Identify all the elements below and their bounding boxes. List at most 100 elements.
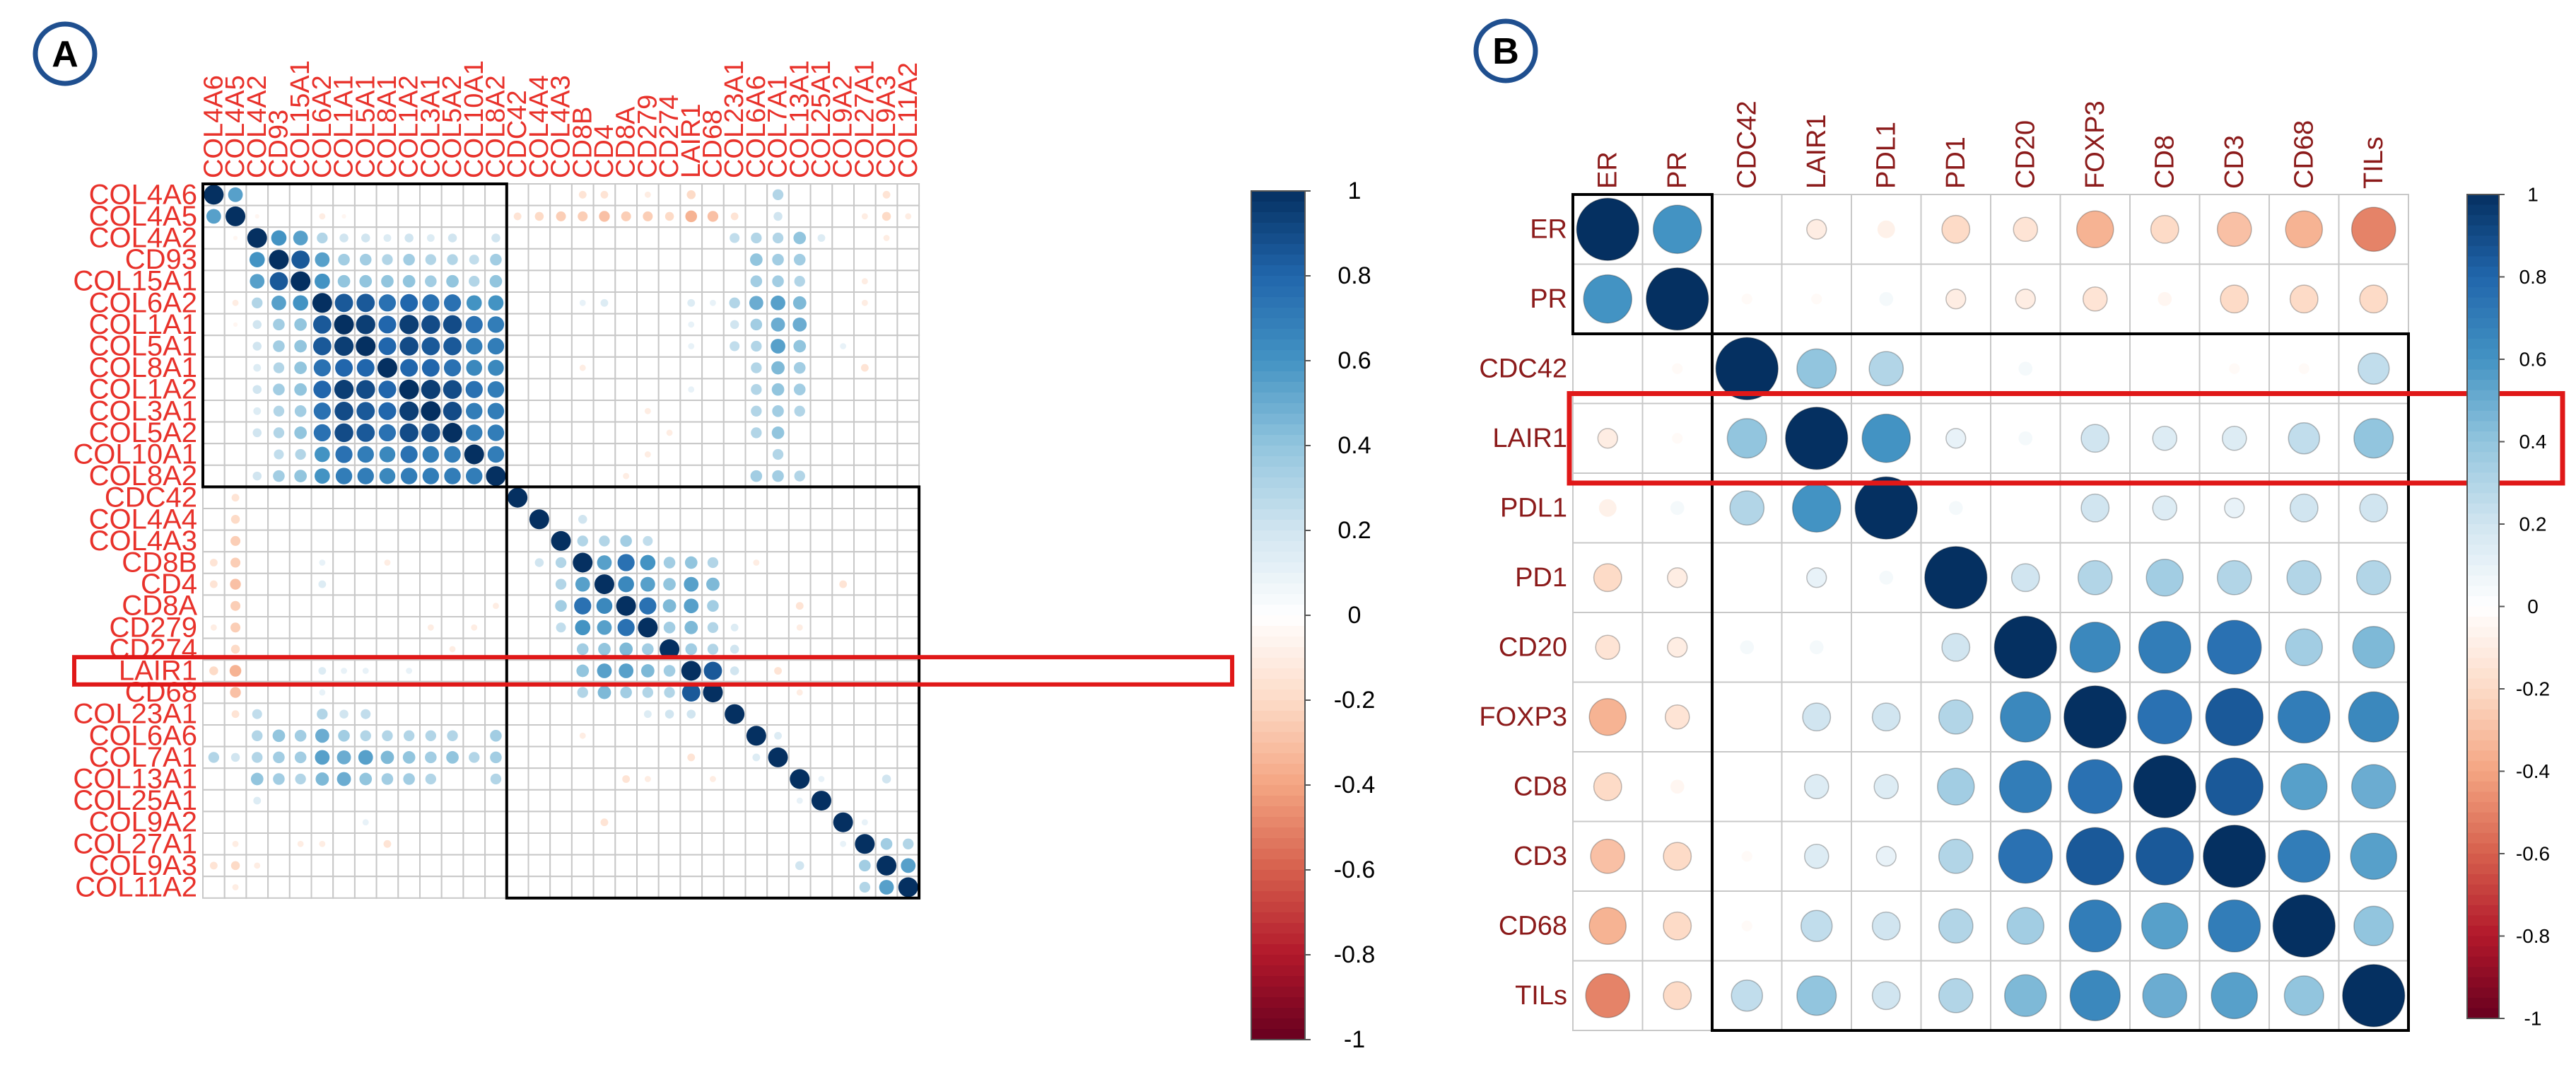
cell-col4a4-col25a1 [809,508,833,531]
cell-cd8a-col4a2 [245,594,269,618]
row-label-pd1: PD1 [1515,563,1567,593]
col-label-col23a1: COL23A1 [720,60,749,178]
corr-col4a2-col23a1 [730,233,740,243]
corr-col4a6-cd279 [644,191,651,198]
corr-cd3-cd8 [2135,827,2194,886]
corr-cd8b-col8a1 [384,559,391,566]
cell-col3a1-cd274 [657,400,681,423]
cell-col9a2-col3a1 [419,810,443,835]
corr-tils-pdl1 [1871,981,1901,1011]
corr-col8a2-col3a1 [422,467,440,484]
colorbar-segment [1251,329,1305,340]
cell-col4a4-col27a1 [853,508,877,531]
corr-col8a2-cd93 [273,470,285,482]
cell-col10a1-cd68 [701,443,725,466]
colorbar-label: 0.2 [1337,517,1371,544]
colorbar-segment [1251,658,1305,669]
cell-cdc42-col3a1 [419,486,443,510]
cell-col4a5-col15a1 [288,204,312,228]
cell-col6a6-col4a5 [223,724,247,748]
cell-col25a1-col3a1 [419,789,443,813]
cell-col7a1-col11a2 [896,745,920,769]
cell-col4a3-cd68 [701,529,725,553]
colorbar-segment [2467,595,2499,608]
cell-cd279-col6a6 [744,616,768,639]
corr-col4a5-cd274 [665,211,674,221]
row-label-col4a6: COL4A6 [89,179,197,210]
cell-col23a1-col9a2 [831,702,855,726]
colorbar-segment [2467,895,2499,906]
colorbar-segment [2467,802,2499,813]
cell-col23a1-col1a2 [397,702,421,726]
corr-col8a1-col6a6 [751,362,762,373]
cell-cd8a-col1a2 [397,594,421,618]
colorbar-segment [2467,545,2499,556]
cell-col8a1-cd274 [657,356,681,380]
cell-col10a1-col13a1 [788,443,812,466]
cell-col5a1-col9a3 [874,335,898,358]
corr-col9a2-col5a1 [362,819,369,826]
highlight-row-lair1 [1567,391,2565,486]
corr-cd3-tils [2350,832,2398,881]
corr-cd274-cd274 [660,639,680,659]
corr-col5a2-col8a1 [378,424,397,442]
cell-col25a1-col4a6 [202,789,226,813]
corr-col6a2-col27a1 [861,299,868,306]
colorbar-segment [2467,441,2499,453]
corr-col6a2-cd4 [600,298,609,307]
colorbar-segment [2467,874,2499,885]
cell-col9a2-col10a1 [462,810,486,835]
cell-col6a2-col4a3 [549,291,573,315]
corr-cd8-cd20 [1998,760,2052,813]
cell-col7a1-cd8a [614,745,638,769]
corr-tils-cdc42 [1731,980,1763,1012]
cell-col5a1-col4a4 [527,335,551,358]
cell-col11a2-lair1 [679,876,703,899]
cell-col27a1-col23a1 [722,832,747,856]
cell-col27a1-cd274 [657,832,681,856]
corr-col3a1-col5a1 [356,402,375,421]
corr-col1a1-col3a1 [421,315,440,335]
cell-col4a3-col10a1 [462,529,486,553]
cell-col25a1-col4a4 [527,789,551,813]
cell-col15a1-col4a6 [202,269,226,293]
corr-lair1-col5a1 [362,668,369,674]
col-label-col7a1: COL7A1 [763,75,793,178]
cell-col3a1-col4a4 [527,400,551,423]
corr-col7a1-lair1 [687,753,696,762]
col-label-col1a1: COL1A1 [329,75,359,178]
corr-col4a6-col4a5 [228,187,243,202]
corr-col10a1-col3a1 [422,446,440,463]
corr-col4a3-col4a3 [551,530,571,551]
corr-foxp3-lair1 [1802,702,1832,732]
colorbar-segment [1251,1018,1305,1030]
corr-col4a3-cd279 [643,535,653,546]
corr-col8a1-col5a1 [356,359,375,377]
corr-col6a6-col15a1 [294,730,307,742]
corr-col4a3-cd8a [620,535,632,547]
cell-cd8a-col5a2 [440,594,464,618]
cell-col5a2-col9a3 [874,421,898,445]
cell-col23a1-col25a1 [809,702,833,726]
cell-lair1-col4a4 [527,659,551,682]
corr-lair1-cd68 [703,661,722,680]
corr-er-tils [2350,207,2396,252]
corr-cd20-cd3 [2206,620,2262,675]
cell-col9a2-cd93 [267,810,291,835]
corr-cd20-lair1 [1809,640,1824,655]
cell-col23a1-col10a1 [462,702,486,726]
colorbar-segment [1251,647,1305,658]
corr-cd8b-cd68 [707,557,719,569]
cell-col3a1-col23a1 [722,400,747,423]
cell-col1a1-col11a2 [896,313,920,337]
cell-col7a1-cd93 [267,745,291,769]
cell-cd8b-col3a1 [419,551,443,574]
cell-col5a2-cdc42 [505,421,529,445]
col-label-cdc42: CDC42 [1732,100,1762,189]
cell-col4a4-cd68 [701,508,725,531]
colorbar-segment [2467,513,2499,525]
cell-col5a2-col25a1 [809,421,833,445]
corr-col7a1-col4a5 [230,752,240,762]
corr-col11a2-col11a2 [898,877,918,897]
colorbar-label: -0.2 [1334,687,1376,714]
